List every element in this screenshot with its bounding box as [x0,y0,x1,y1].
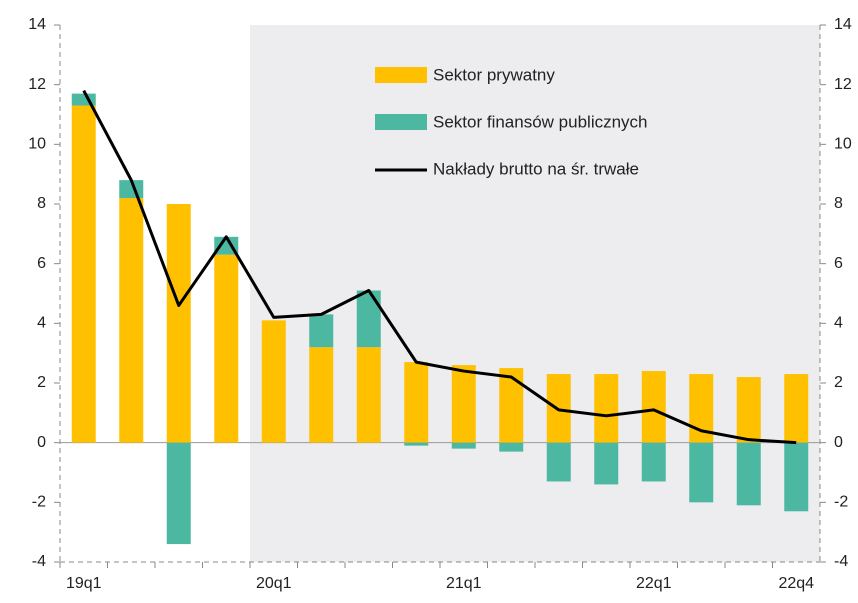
legend-label: Nakłady brutto na śr. trwałe [433,159,639,178]
y2-tick-label: 4 [834,315,843,332]
y2-tick-label: 0 [834,434,843,451]
legend-swatch [375,114,427,130]
bar [356,347,381,443]
bar [119,198,144,443]
legend-label: Sektor prywatny [433,65,555,84]
x-tick-label: 22q4 [778,575,814,592]
y-tick-label: 8 [37,195,46,212]
bar [499,368,524,443]
y-tick-label: 10 [28,136,46,153]
legend-swatch [375,67,427,83]
y-tick-label: -2 [32,494,46,511]
legend: Sektor prywatny Sektor finansów publiczn… [375,65,648,178]
bar [736,442,761,506]
bar [71,93,96,106]
y-tick-label: 12 [28,76,46,93]
x-tick-label: 20q1 [256,575,292,592]
bar [594,442,619,485]
legend-label: Sektor finansów publicznych [433,112,648,131]
y2-tick-label: 2 [834,374,843,391]
bar [451,365,476,443]
bar [261,320,286,443]
bar [166,204,191,443]
y-tick-label: 2 [37,374,46,391]
y2-tick-label: 14 [834,16,852,33]
y-tick-label: 4 [37,315,46,332]
y2-tick-label: -2 [834,494,848,511]
bar [309,314,334,348]
bar [641,442,666,482]
bar [641,371,666,443]
line [82,89,797,445]
bar [166,442,191,545]
shaded-region [250,25,820,562]
y-tick-label: -4 [32,553,46,570]
bar [404,442,429,446]
bar [784,374,809,443]
bar [594,374,619,443]
bar [546,442,571,482]
y2-tick-label: -4 [834,553,848,570]
x-tick-label: 21q1 [446,575,482,592]
y2-tick-label: 6 [834,255,843,272]
bar [689,442,714,503]
y-tick-label: 6 [37,255,46,272]
y-tick-label: 0 [37,434,46,451]
bar [71,105,96,443]
x-tick-label: 22q1 [636,575,672,592]
bar [214,254,239,443]
y2-tick-label: 12 [834,76,852,93]
y2-tick-label: 10 [834,136,852,153]
y-tick-label: 14 [28,16,46,33]
bar [451,442,476,449]
bar [356,290,381,348]
bar [404,362,429,443]
bar [784,442,809,512]
y2-tick-label: 8 [834,195,843,212]
bar [309,347,334,443]
bar [736,377,761,443]
bar [214,236,239,255]
x-tick-label: 19q1 [66,575,102,592]
bar [499,442,524,452]
